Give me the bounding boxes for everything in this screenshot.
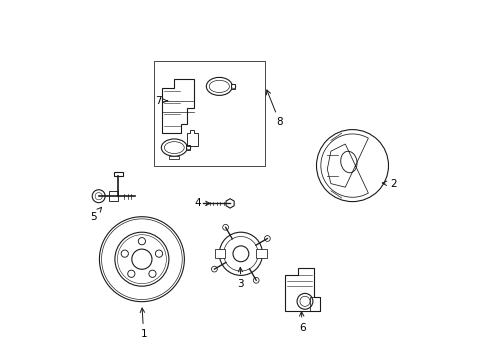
Text: 5: 5 [90,207,102,222]
FancyBboxPatch shape [256,249,266,258]
FancyBboxPatch shape [214,249,225,258]
FancyBboxPatch shape [114,172,123,176]
FancyBboxPatch shape [109,191,118,201]
Text: 2: 2 [382,179,396,189]
Text: 1: 1 [140,308,147,339]
Text: 8: 8 [266,90,283,127]
FancyBboxPatch shape [169,156,179,159]
Text: 3: 3 [237,267,244,289]
Text: 6: 6 [298,312,305,333]
FancyBboxPatch shape [186,145,190,150]
Text: 7: 7 [155,96,167,106]
FancyBboxPatch shape [231,84,235,89]
Text: 4: 4 [194,198,210,208]
FancyBboxPatch shape [153,61,265,166]
